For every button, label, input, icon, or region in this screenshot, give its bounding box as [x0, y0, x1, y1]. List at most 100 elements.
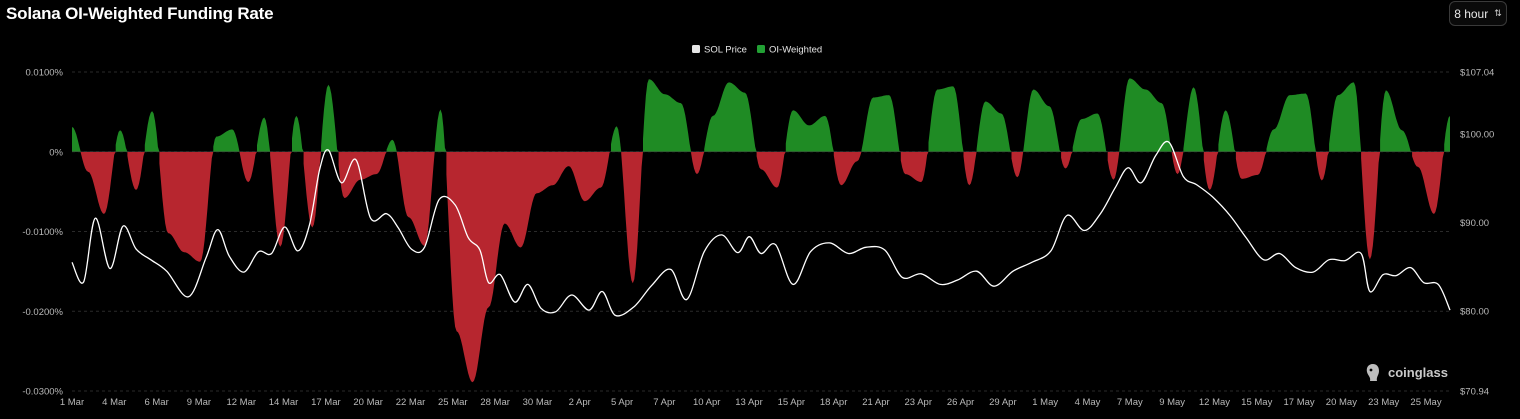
x-tick-label: 7 May [1117, 397, 1143, 408]
interval-select[interactable]: 8 hour ⇅ [1449, 1, 1507, 26]
negative-funding-area [963, 151, 977, 186]
positive-funding-area [643, 79, 692, 152]
positive-funding-area [1218, 110, 1236, 152]
x-tick-label: 15 May [1241, 397, 1272, 408]
positive-funding-area [1266, 93, 1316, 152]
x-tick-label: 10 Apr [693, 397, 720, 408]
legend-swatch-sol-price [692, 45, 700, 53]
negative-funding-area [1107, 151, 1120, 180]
x-tick-label: 7 Apr [653, 397, 675, 408]
negative-funding-area [239, 151, 257, 183]
x-tick-label: 1 Mar [60, 397, 84, 408]
negative-funding-area [1011, 151, 1024, 178]
x-tick-label: 15 Apr [778, 397, 805, 408]
legend-label-sol-price: SOL Price [704, 45, 747, 56]
x-tick-label: 20 May [1326, 397, 1357, 408]
oi-weighted-area [72, 78, 1450, 383]
positive-funding-area [1380, 90, 1413, 152]
watermark: coinglass [1366, 364, 1448, 381]
positive-funding-area [1072, 113, 1108, 152]
x-tick-label: 26 Apr [947, 397, 974, 408]
negative-funding-area [1412, 151, 1445, 214]
y-right-tick-label: $90.00 [1460, 218, 1489, 229]
positive-funding-area [434, 109, 447, 152]
x-tick-label: 17 Mar [311, 397, 341, 408]
x-tick-label: 17 May [1283, 397, 1314, 408]
x-tick-label: 12 Mar [226, 397, 256, 408]
x-tick-label: 25 Mar [438, 397, 468, 408]
negative-funding-area [1203, 151, 1219, 190]
chart-legend: SOL Price OI-Weighted [692, 45, 822, 56]
interval-select-value: 8 hour [1454, 6, 1489, 21]
positive-funding-area [976, 101, 1012, 152]
negative-funding-area [621, 151, 643, 284]
y-right-tick-label: $107.04 [1460, 68, 1494, 79]
x-tick-label: 14 Mar [269, 397, 299, 408]
x-tick-label: 12 May [1199, 397, 1230, 408]
x-tick-label: 9 May [1159, 397, 1185, 408]
positive-funding-area [928, 86, 964, 152]
negative-funding-area [1316, 151, 1330, 181]
x-tick-label: 25 May [1410, 397, 1441, 408]
x-tick-label: 6 Mar [144, 397, 168, 408]
legend-label-oi-weighted: OI-Weighted [769, 45, 822, 56]
positive-funding-area [115, 130, 128, 152]
positive-funding-area [704, 82, 757, 152]
negative-funding-area [80, 151, 116, 214]
y-left-tick-label: 0% [49, 147, 63, 158]
x-tick-label: 18 Apr [820, 397, 847, 408]
positive-funding-area [1444, 115, 1450, 152]
watermark-text: coinglass [1388, 365, 1448, 380]
negative-funding-area [1361, 151, 1381, 260]
negative-funding-area [756, 151, 786, 188]
chevron-up-down-icon: ⇅ [1494, 8, 1502, 18]
negative-funding-area [446, 151, 611, 383]
positive-funding-area [292, 115, 304, 152]
y-left-tick-label: -0.0100% [22, 227, 63, 238]
negative-funding-area [159, 151, 214, 262]
negative-funding-area [303, 151, 322, 228]
x-axis: 1 Mar 4 Mar 6 Mar 9 Mar 12 Mar 14 Mar 17 Mar 20… [60, 397, 1442, 408]
negative-funding-area [691, 151, 705, 175]
legend-item-sol-price[interactable]: SOL Price [692, 45, 747, 56]
positive-funding-area [1183, 87, 1204, 152]
y-left-tick-label: -0.0200% [22, 307, 63, 318]
positive-funding-area [257, 117, 271, 152]
positive-funding-area [1119, 78, 1172, 152]
positive-funding-area [72, 127, 81, 152]
x-tick-label: 1 May [1032, 397, 1058, 408]
y-axis-left: 0.0100% 0% -0.0100% -0.0200% -0.0300% [22, 68, 63, 398]
y-left-tick-label: 0.0100% [25, 68, 63, 79]
x-tick-label: 28 Mar [480, 397, 510, 408]
sol-price-line [71, 140, 1451, 317]
negative-funding-area [1061, 151, 1073, 169]
positive-funding-area [861, 95, 901, 152]
x-tick-label: 22 Mar [396, 397, 426, 408]
negative-funding-area [338, 151, 387, 198]
sol-price-path [71, 140, 1451, 317]
x-tick-label: 21 Apr [862, 397, 889, 408]
negative-funding-area [1235, 151, 1267, 179]
negative-funding-area [127, 151, 145, 190]
positive-funding-area [144, 111, 160, 152]
x-tick-label: 2 Apr [569, 397, 591, 408]
negative-funding-area [270, 151, 292, 247]
positive-funding-area [1023, 89, 1062, 152]
x-tick-label: 9 Mar [187, 397, 211, 408]
negative-funding-area [900, 151, 929, 183]
positive-funding-area [1329, 82, 1362, 152]
positive-funding-area [785, 110, 834, 152]
y-left-tick-label: -0.0300% [22, 387, 63, 398]
positive-funding-area [213, 129, 240, 152]
y-right-tick-label: $80.00 [1460, 306, 1489, 317]
x-tick-label: 4 Mar [102, 397, 126, 408]
legend-swatch-oi-weighted [757, 45, 765, 53]
legend-item-oi-weighted[interactable]: OI-Weighted [757, 45, 822, 56]
y-axis-right: $107.04 $100.00 $90.00 $80.00 $70.94 [1460, 68, 1494, 398]
negative-funding-area [396, 151, 435, 246]
positive-funding-area [386, 139, 397, 152]
x-tick-label: 30 Mar [523, 397, 553, 408]
x-tick-label: 29 Apr [989, 397, 1016, 408]
page-title: Solana OI-Weighted Funding Rate [6, 4, 274, 23]
